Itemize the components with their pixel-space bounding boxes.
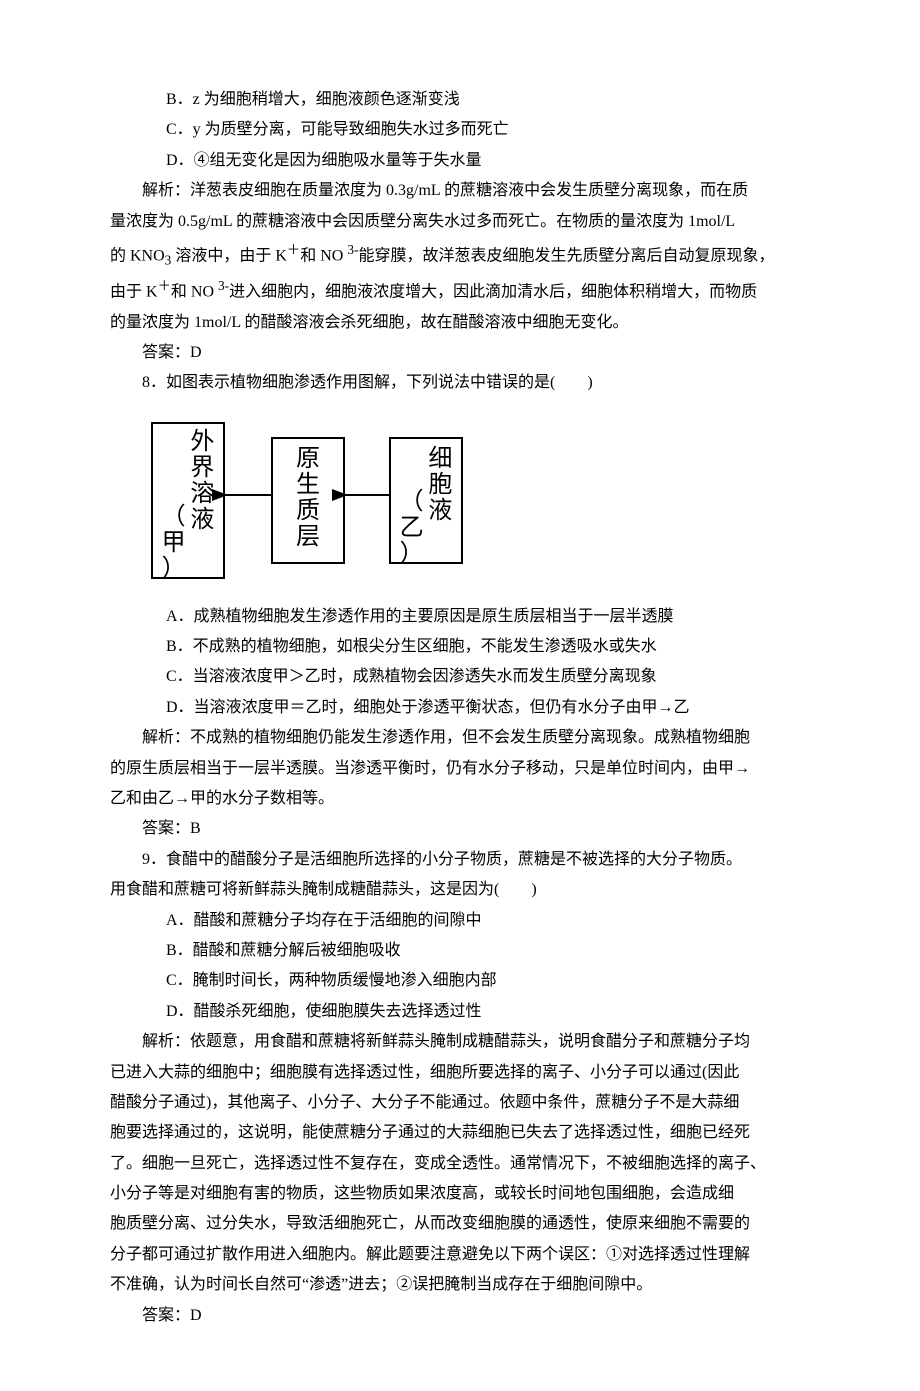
q9-option-d: D．醋酸杀死细胞，使细胞膜失去选择透过性 bbox=[110, 997, 825, 1027]
text-run: 和 NO bbox=[300, 247, 347, 264]
q8-option-c: C．当溶液浓度甲＞乙时，成熟植物会因渗透失水而发生质壁分离现象 bbox=[110, 662, 825, 692]
svg-text:细: 细 bbox=[428, 445, 452, 472]
q9-explanation-line: 已进入大蒜的细胞中；细胞膜有选择透过性，细胞所要选择的离子、小分子可以通过(因此 bbox=[110, 1058, 825, 1088]
q8-explanation-line: 的原生质层相当于一层半透膜。当渗透平衡时，仍有水分子移动，只是单位时间内，由甲→ bbox=[110, 754, 825, 784]
q9-option-a: A．醋酸和蔗糖分子均存在于活细胞的间隙中 bbox=[110, 906, 825, 936]
superscript: ＋ bbox=[158, 278, 171, 293]
text-run: 由于 K bbox=[110, 283, 158, 300]
superscript: 3- bbox=[218, 278, 229, 293]
q9-answer: 答案：D bbox=[110, 1301, 825, 1331]
q9-explanation-line: 胞要选择通过的，这说明，能使蔗糖分子通过的大蒜细胞已失去了选择透过性，细胞已经死 bbox=[110, 1118, 825, 1148]
q9-option-c: C．腌制时间长，两种物质缓慢地渗入细胞内部 bbox=[110, 966, 825, 996]
q9-explanation-line: 小分子等是对细胞有害的物质，这些物质如果浓度高，或较长时间地包围细胞，会造成细 bbox=[110, 1179, 825, 1209]
q8-stem: 8．如图表示植物细胞渗透作用图解，下列说法中错误的是( ) bbox=[110, 368, 825, 398]
q9-explanation-line: 醋酸分子通过)，其他离子、小分子、大分子不能通过。依题中条件，蔗糖分子不是大蒜细 bbox=[110, 1088, 825, 1118]
q9-stem-line: 9．食醋中的醋酸分子是活细胞所选择的小分子物质，蔗糖是不被选择的大分子物质。 bbox=[110, 845, 825, 875]
q7-option-d: D．④组无变化是因为细胞吸水量等于失水量 bbox=[110, 146, 825, 176]
q7-explanation-line: 解析：洋葱表皮细胞在质量浓度为 0.3g/mL 的蔗糖溶液中会发生质壁分离现象，… bbox=[110, 176, 825, 206]
superscript: ＋ bbox=[287, 242, 300, 257]
q9-explanation-line: 胞质壁分离、过分失水，导致活细胞死亡，从而改变细胞膜的通透性，使原来细胞不需要的 bbox=[110, 1209, 825, 1239]
svg-text:界: 界 bbox=[190, 455, 214, 481]
svg-text:液: 液 bbox=[190, 506, 214, 533]
svg-text:生: 生 bbox=[296, 471, 320, 498]
svg-text:乙: 乙 bbox=[400, 515, 424, 541]
q8-option-b: B．不成熟的植物细胞，如根尖分生区细胞，不能发生渗透吸水或失水 bbox=[110, 632, 825, 662]
q7-answer: 答案：D bbox=[110, 338, 825, 368]
text-run: 能穿膜，故洋葱表皮细胞发生先质壁分离后自动复原现象， bbox=[358, 247, 774, 264]
svg-text:原: 原 bbox=[296, 446, 320, 472]
q9-explanation-line: 不准确，认为时间长自然可“渗透”进去；②误把腌制当成存在于细胞间隙中。 bbox=[110, 1270, 825, 1300]
svg-text:）: ） bbox=[162, 556, 186, 582]
text-run: 进入细胞内，细胞液浓度增大，因此滴加清水后，细胞体积稍增大，而物质 bbox=[229, 283, 757, 300]
q8-diagram: 外界溶液（甲）原生质层细胞液（乙） bbox=[142, 413, 825, 588]
q9-explanation-line: 了。细胞一旦死亡，选择透过性不复存在，变成全透性。通常情况下，不被细胞选择的离子… bbox=[110, 1149, 825, 1179]
text-run: 的 KNO bbox=[110, 247, 165, 264]
q7-option-c: C．y 为质壁分离，可能导致细胞失水过多而死亡 bbox=[110, 115, 825, 145]
text-run: 溶液中，由于 K bbox=[171, 247, 287, 264]
q7-explanation-line: 的量浓度为 1mol/L 的醋酸溶液会杀死细胞，故在醋酸溶液中细胞无变化。 bbox=[110, 308, 825, 338]
svg-text:溶: 溶 bbox=[190, 480, 214, 507]
svg-text:（: （ bbox=[162, 504, 186, 530]
q7-explanation-line: 的 KNO3 溶液中，由于 K＋和 NO 3-能穿膜，故洋葱表皮细胞发生先质壁分… bbox=[110, 237, 825, 273]
page: B．z 为细胞稍增大，细胞液颜色逐渐变浅 C．y 为质壁分离，可能导致细胞失水过… bbox=[0, 0, 920, 1391]
q8-option-a: A．成熟植物细胞发生渗透作用的主要原因是原生质层相当于一层半透膜 bbox=[110, 602, 825, 632]
svg-text:甲: 甲 bbox=[162, 530, 186, 556]
q9-option-b: B．醋酸和蔗糖分解后被细胞吸收 bbox=[110, 936, 825, 966]
q9-explanation-line: 分子都可通过扩散作用进入细胞内。解此题要注意避免以下两个误区：①对选择透过性理解 bbox=[110, 1240, 825, 1270]
svg-text:（: （ bbox=[400, 489, 424, 515]
q8-answer: 答案：B bbox=[110, 814, 825, 844]
q8-explanation-line: 乙和由乙→甲的水分子数相等。 bbox=[110, 784, 825, 814]
svg-text:胞: 胞 bbox=[428, 471, 452, 498]
svg-text:液: 液 bbox=[428, 497, 452, 524]
q7-explanation-line: 量浓度为 0.5g/mL 的蔗糖溶液中会因质壁分离失水过多而死亡。在物质的量浓度… bbox=[110, 207, 825, 237]
svg-text:层: 层 bbox=[296, 524, 320, 550]
q9-stem-line: 用食醋和蔗糖可将新鲜蒜头腌制成糖醋蒜头，这是因为( ) bbox=[110, 875, 825, 905]
q8-explanation-line: 解析：不成熟的植物细胞仍能发生渗透作用，但不会发生质壁分离现象。成熟植物细胞 bbox=[110, 723, 825, 753]
osmosis-diagram-svg: 外界溶液（甲）原生质层细胞液（乙） bbox=[142, 413, 472, 588]
svg-text:）: ） bbox=[400, 541, 424, 567]
svg-text:外: 外 bbox=[190, 428, 214, 455]
q7-explanation-line: 由于 K＋和 NO 3-进入细胞内，细胞液浓度增大，因此滴加清水后，细胞体积稍增… bbox=[110, 273, 825, 308]
svg-text:质: 质 bbox=[296, 497, 320, 524]
superscript: 3- bbox=[347, 242, 358, 257]
q7-option-b: B．z 为细胞稍增大，细胞液颜色逐渐变浅 bbox=[110, 85, 825, 115]
q9-explanation-line: 解析：依题意，用食醋和蔗糖将新鲜蒜头腌制成糖醋蒜头，说明食醋分子和蔗糖分子均 bbox=[110, 1027, 825, 1057]
q8-option-d: D．当溶液浓度甲＝乙时，细胞处于渗透平衡状态，但仍有水分子由甲→乙 bbox=[110, 693, 825, 723]
text-run: 和 NO bbox=[171, 283, 218, 300]
